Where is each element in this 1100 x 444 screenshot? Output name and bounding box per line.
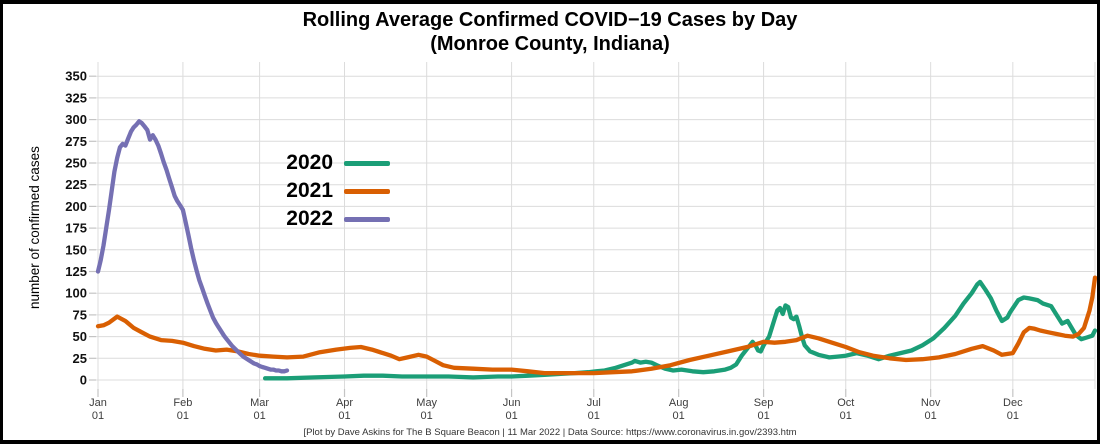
svg-text:300: 300 [65, 112, 87, 127]
svg-text:01: 01 [840, 410, 852, 422]
chart-title-line1: Rolling Average Confirmed COVID−19 Cases… [302, 9, 798, 31]
svg-text:01: 01 [588, 410, 600, 422]
legend-line-swatch-2020 [344, 160, 390, 166]
svg-text:01: 01 [253, 410, 265, 422]
svg-text:75: 75 [73, 307, 87, 322]
series-line-2021 [95, 275, 1097, 376]
svg-text:350: 350 [65, 69, 87, 84]
svg-text:200: 200 [65, 199, 87, 214]
svg-text:125: 125 [65, 264, 87, 279]
svg-text:May: May [416, 397, 437, 409]
axis-tick-labels: 0 25 50 75 100 125 150 175 200 225 250 275 300 325 350… [65, 69, 1023, 422]
svg-text:Jun: Jun [503, 397, 521, 409]
svg-text:50: 50 [73, 329, 87, 344]
svg-text:01: 01 [338, 410, 350, 422]
svg-text:Apr: Apr [336, 397, 353, 409]
axis-ticks [89, 75, 1014, 397]
legend-label-2021: 2021 [286, 179, 333, 202]
svg-text:250: 250 [65, 156, 87, 171]
svg-text:25: 25 [73, 351, 87, 366]
gridlines [96, 62, 1096, 389]
svg-text:225: 225 [65, 177, 87, 192]
svg-text:01: 01 [925, 410, 937, 422]
series-line-2022 [95, 119, 290, 374]
chart-title: Rolling Average Confirmed COVID−19 Cases… [3, 8, 1097, 56]
svg-text:0: 0 [80, 373, 87, 388]
legend-entry-2022: 2022 [279, 205, 390, 233]
legend-line-swatch-2022 [344, 216, 390, 222]
svg-text:Nov: Nov [921, 397, 941, 409]
legend: 2020 2021 2022 [279, 149, 390, 233]
legend-label-2020: 2020 [286, 151, 333, 174]
legend-entry-2021: 2021 [279, 177, 390, 205]
caption: [Plot by Dave Askins for The B Square Be… [303, 427, 797, 438]
svg-text:100: 100 [65, 286, 87, 301]
legend-entry-2020: 2020 [279, 149, 390, 177]
svg-text:Mar: Mar [250, 397, 269, 409]
svg-text:01: 01 [421, 410, 433, 422]
svg-text:01: 01 [92, 410, 104, 422]
svg-text:01: 01 [757, 410, 769, 422]
svg-text:01: 01 [1007, 410, 1019, 422]
svg-text:01: 01 [177, 410, 189, 422]
svg-text:01: 01 [673, 410, 685, 422]
svg-text:Feb: Feb [173, 397, 192, 409]
svg-text:Dec: Dec [1003, 397, 1023, 409]
svg-text:275: 275 [65, 134, 87, 149]
svg-text:Sep: Sep [754, 397, 774, 409]
svg-text:Oct: Oct [837, 397, 854, 409]
legend-label-2022: 2022 [286, 207, 333, 230]
svg-text:325: 325 [65, 90, 87, 105]
svg-text:Jul: Jul [587, 397, 601, 409]
svg-text:150: 150 [65, 242, 87, 257]
svg-text:01: 01 [505, 410, 517, 422]
svg-text:Aug: Aug [669, 397, 689, 409]
chart-title-line2: (Monroe County, Indiana) [430, 33, 670, 55]
plot-area: 0 25 50 75 100 125 150 175 200 225 250 275 300 325 350… [65, 62, 1097, 422]
svg-text:175: 175 [65, 221, 87, 236]
svg-text:Jan: Jan [89, 397, 107, 409]
legend-line-swatch-2021 [344, 188, 390, 194]
